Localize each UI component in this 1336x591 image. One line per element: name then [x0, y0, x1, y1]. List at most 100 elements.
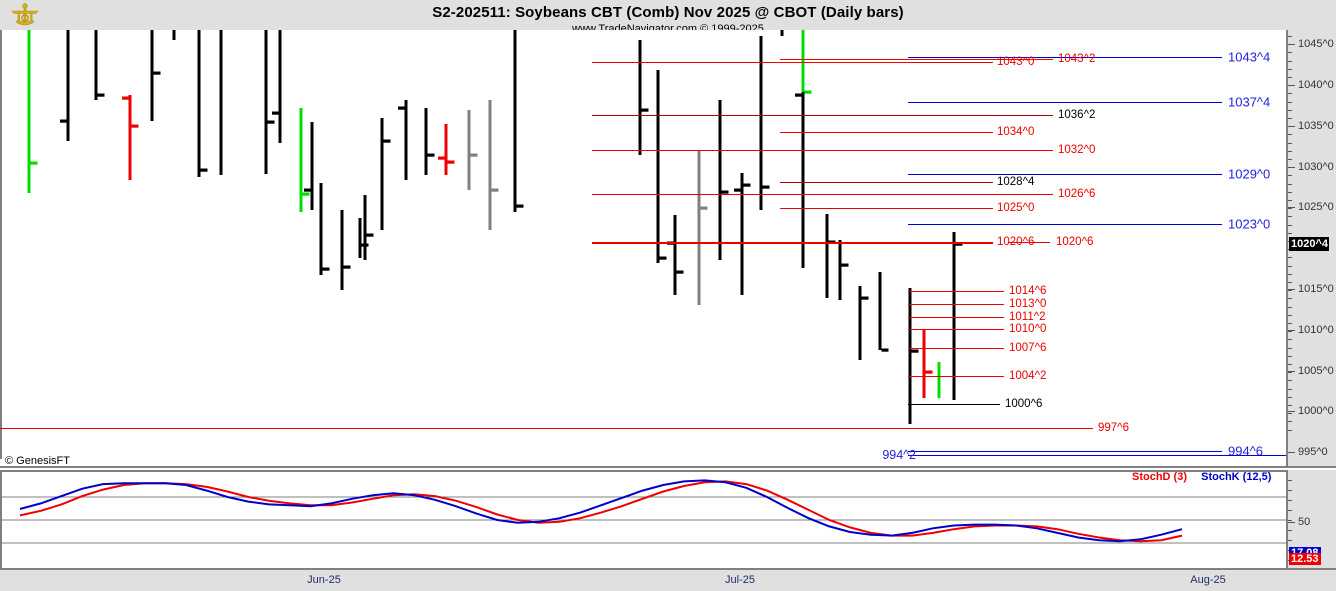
- stochd-curve: [19, 480, 1183, 543]
- price-axis-label: 1005^0: [1298, 365, 1334, 377]
- ohlc-bar-body: [404, 100, 408, 180]
- price-axis-label: 1030^0: [1298, 161, 1334, 173]
- ohlc-bar-close-tick: [925, 370, 933, 374]
- ohlc-bar-body: [825, 214, 829, 298]
- price-level-line: [908, 304, 1004, 305]
- ohlc-bar-body: [299, 108, 303, 212]
- price-axis-tick: [1288, 371, 1295, 372]
- price-axis-label: 1035^0: [1298, 120, 1334, 132]
- ohlc-bar-body: [219, 30, 223, 175]
- ohlc-bar-body: [94, 30, 98, 100]
- price-axis-minor-tick: [1288, 224, 1292, 226]
- tradenavigator-emblem-logo: [6, 1, 44, 29]
- ohlc-bar-body: [638, 40, 642, 155]
- price-level-line: [908, 329, 1004, 330]
- stochastic-legend: StochD (3) StochK (12,5): [1132, 471, 1271, 483]
- price-level-line: [592, 194, 1053, 195]
- ohlc-bar-close-tick: [861, 296, 869, 300]
- price-level-label: 1043^2: [1058, 53, 1096, 65]
- stochastic-pane[interactable]: [0, 470, 1286, 568]
- price-level-line: [908, 455, 1286, 456]
- price-axis-minor-tick: [1288, 347, 1292, 349]
- ohlc-bar-close-tick: [721, 190, 729, 194]
- price-level-line: [1008, 242, 1050, 243]
- ohlc-bar-body: [697, 150, 701, 305]
- price-axis-label: 1045^0: [1298, 38, 1334, 50]
- ohlc-bar-body: [922, 330, 926, 398]
- price-axis-label: 1040^0: [1298, 79, 1334, 91]
- ohlc-bar-close-tick: [447, 160, 455, 164]
- price-axis-minor-tick: [1288, 77, 1292, 78]
- price-level-line: [780, 208, 993, 209]
- price-level-line: [908, 224, 1222, 225]
- price-level-label: 1028^4: [997, 176, 1035, 188]
- price-axis-tick: [1288, 207, 1295, 208]
- ohlc-bar-open-tick: [795, 93, 802, 97]
- date-axis-label: Jun-25: [307, 574, 341, 586]
- ohlc-bar-body: [513, 30, 517, 212]
- stoch-axis-minor-tick: [1288, 540, 1292, 541]
- ohlc-bar-close-tick: [343, 265, 351, 269]
- ohlc-bar-body: [340, 210, 344, 290]
- ohlc-bar-close-tick: [700, 206, 708, 210]
- ohlc-bar-body: [952, 232, 956, 400]
- stoch-axis-minor-tick: [1288, 530, 1292, 531]
- price-axis-minor-tick: [1288, 372, 1292, 374]
- ohlc-bar-close-tick: [470, 153, 478, 157]
- price-axis-minor-tick: [1288, 208, 1292, 210]
- stochastic-axis[interactable]: 5017.0812.53: [1286, 470, 1336, 568]
- price-axis-minor-tick: [1288, 388, 1292, 390]
- price-axis-label: 1015^0: [1298, 283, 1334, 295]
- ohlc-bar-close-tick: [427, 153, 435, 157]
- price-axis-minor-tick: [1288, 273, 1292, 275]
- price-axis-minor-tick: [1288, 396, 1292, 398]
- price-axis-minor-tick: [1288, 118, 1292, 119]
- price-level-line: [780, 132, 993, 133]
- genesisft-watermark: © GenesisFT: [5, 455, 70, 467]
- price-level-line: [592, 150, 1053, 151]
- ohlc-bar-close-tick: [955, 242, 963, 246]
- price-axis-minor-tick: [1288, 44, 1292, 46]
- price-axis-minor-tick: [1288, 298, 1292, 300]
- ohlc-bar-close-tick: [97, 93, 105, 97]
- price-axis-tick: [1288, 452, 1295, 453]
- price-axis-minor-tick: [1288, 150, 1292, 152]
- price-axis-label: 1010^0: [1298, 324, 1334, 336]
- ohlc-bar-close-tick: [322, 267, 330, 271]
- stochd-value-tag: 12.53: [1289, 553, 1321, 565]
- ohlc-bar-body: [467, 110, 471, 190]
- price-axis-minor-tick: [1288, 429, 1292, 431]
- ohlc-bar-open-tick: [304, 188, 311, 192]
- ohlc-bar-open-tick: [122, 96, 129, 100]
- price-axis-minor-tick: [1288, 331, 1292, 333]
- ohlc-bar-body: [718, 100, 722, 260]
- price-axis-minor-tick: [1288, 68, 1292, 70]
- price-level-line: [592, 242, 993, 244]
- price-axis-minor-tick: [1288, 323, 1292, 324]
- price-level-label: 1026^6: [1058, 188, 1096, 200]
- price-axis-minor-tick: [1288, 355, 1292, 357]
- price-axis-label: 995^0: [1298, 446, 1328, 458]
- current-price-tag: 1020^4: [1289, 237, 1330, 251]
- price-level-label: 1020^6: [1056, 236, 1094, 248]
- ohlc-bar-body: [264, 30, 268, 174]
- price-level-label: 1010^0: [1009, 323, 1047, 335]
- ohlc-bar-close-tick: [30, 161, 38, 165]
- ohlc-bar-body: [488, 100, 492, 230]
- price-axis-minor-tick: [1288, 159, 1292, 160]
- ohlc-bar-body: [197, 30, 201, 177]
- ohlc-bar-body: [801, 92, 805, 268]
- stochk-legend-label: StochK (12,5): [1201, 471, 1272, 483]
- ohlc-bar-close-tick: [762, 185, 770, 189]
- price-chart-pane[interactable]: [0, 30, 1286, 459]
- price-axis[interactable]: 1045^0 1040^0 1035^0 1030^0 1025^0 1015^0 1010…: [1286, 30, 1336, 466]
- price-level-label: 1004^2: [1009, 370, 1047, 382]
- price-axis-label: 1025^0: [1298, 201, 1334, 213]
- price-axis-minor-tick: [1288, 191, 1292, 193]
- ohlc-bar-body: [319, 183, 323, 275]
- ohlc-bar-body: [150, 30, 154, 121]
- price-axis-minor-tick: [1288, 216, 1292, 218]
- ohlc-bar-close-tick: [804, 90, 812, 94]
- ohlc-bar-close-tick: [659, 256, 667, 260]
- price-level-label: 994^6: [1228, 443, 1264, 459]
